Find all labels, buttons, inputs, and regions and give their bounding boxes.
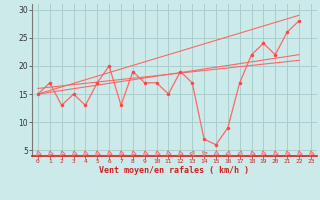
X-axis label: Vent moyen/en rafales ( km/h ): Vent moyen/en rafales ( km/h ) (100, 166, 249, 175)
